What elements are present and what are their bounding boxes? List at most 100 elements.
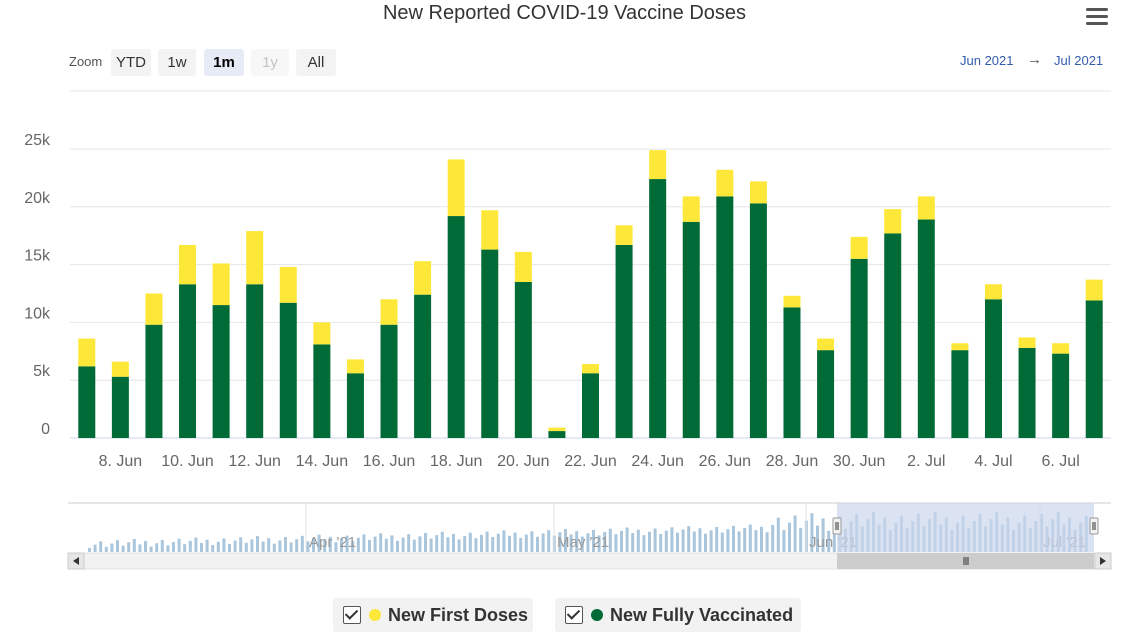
- bar-fully-vaccinated[interactable]: [313, 344, 331, 438]
- bar-first-doses[interactable]: [850, 236, 868, 259]
- bar-first-doses[interactable]: [917, 196, 935, 220]
- navigator-mini-bar: [530, 531, 534, 552]
- bar-fully-vaccinated[interactable]: [78, 366, 96, 438]
- bar-fully-vaccinated[interactable]: [1018, 347, 1036, 438]
- navigator-selection[interactable]: [837, 503, 1094, 552]
- navigator-mini-bar: [692, 531, 696, 552]
- bar-fully-vaccinated[interactable]: [817, 350, 835, 438]
- bar-first-doses[interactable]: [649, 150, 667, 180]
- bar-fully-vaccinated[interactable]: [850, 258, 868, 438]
- bar-first-doses[interactable]: [1052, 343, 1070, 354]
- bar-first-doses[interactable]: [380, 299, 398, 325]
- bar-first-doses[interactable]: [716, 169, 734, 197]
- bar-fully-vaccinated[interactable]: [1052, 353, 1070, 438]
- navigator-handle[interactable]: [832, 517, 842, 535]
- bar-fully-vaccinated[interactable]: [951, 350, 969, 438]
- bar-fully-vaccinated[interactable]: [179, 284, 197, 438]
- bar-fully-vaccinated[interactable]: [414, 294, 432, 438]
- navigator-mini-bar: [480, 534, 483, 552]
- navigator-mini-bar: [832, 523, 836, 552]
- bar-fully-vaccinated[interactable]: [279, 302, 297, 438]
- bar-fully-vaccinated[interactable]: [984, 299, 1002, 438]
- bar-fully-vaccinated[interactable]: [682, 221, 700, 438]
- navigator-mini-bar: [233, 540, 237, 552]
- bar-first-doses[interactable]: [111, 361, 129, 377]
- bar-first-doses[interactable]: [414, 261, 432, 295]
- bar-fully-vaccinated[interactable]: [649, 179, 667, 438]
- zoom-1w-button[interactable]: 1w: [158, 49, 196, 76]
- bar-fully-vaccinated[interactable]: [548, 431, 566, 438]
- navigator-handle[interactable]: [1089, 517, 1099, 535]
- navigator-mini-bar: [592, 529, 595, 552]
- zoom-1y-button[interactable]: 1y: [251, 49, 289, 76]
- bar-series: [78, 150, 1103, 438]
- navigator-mini-bar: [720, 532, 724, 552]
- navigator-mini-bar: [776, 517, 780, 552]
- bar-first-doses[interactable]: [1085, 279, 1103, 301]
- bar-first-doses[interactable]: [984, 284, 1002, 300]
- legend-item-first-doses[interactable]: New First Doses: [333, 598, 533, 632]
- bar-fully-vaccinated[interactable]: [917, 219, 935, 438]
- bar-fully-vaccinated[interactable]: [481, 249, 499, 438]
- x-tick-label: 2. Jul: [907, 453, 945, 470]
- zoom-ytd-button[interactable]: YTD: [111, 49, 151, 76]
- bar-first-doses[interactable]: [817, 338, 835, 351]
- bar-first-doses[interactable]: [783, 295, 801, 308]
- navigator-mini-bar: [435, 535, 439, 552]
- navigator-mini-bar: [446, 537, 450, 552]
- range-from-date[interactable]: Jun 2021: [960, 53, 1014, 68]
- bar-first-doses[interactable]: [951, 343, 969, 351]
- bar-fully-vaccinated[interactable]: [212, 305, 230, 438]
- bar-fully-vaccinated[interactable]: [582, 373, 599, 438]
- x-tick-label: 22. Jun: [564, 453, 616, 470]
- navigator-mini-bar: [121, 545, 125, 552]
- bar-first-doses[interactable]: [615, 225, 633, 245]
- x-tick-label: 12. Jun: [228, 453, 280, 470]
- bar-fully-vaccinated[interactable]: [447, 216, 465, 438]
- bar-fully-vaccinated[interactable]: [716, 196, 734, 438]
- chart-title: New Reported COVID-19 Vaccine Doses: [382, 2, 747, 24]
- bar-first-doses[interactable]: [481, 210, 499, 250]
- bar-first-doses[interactable]: [279, 266, 297, 303]
- bar-first-doses[interactable]: [548, 427, 566, 432]
- bar-fully-vaccinated[interactable]: [783, 307, 801, 438]
- navigator-mini-bar: [368, 539, 371, 552]
- bar-first-doses[interactable]: [447, 159, 465, 217]
- range-to-date[interactable]: Jul 2021: [1054, 53, 1104, 68]
- bar-first-doses[interactable]: [514, 251, 532, 282]
- bar-fully-vaccinated[interactable]: [346, 373, 364, 438]
- navigator-mini-bar: [636, 529, 640, 552]
- bar-first-doses[interactable]: [682, 196, 700, 222]
- bar-fully-vaccinated[interactable]: [380, 324, 398, 438]
- legend-item-fully-vaccinated[interactable]: New Fully Vaccinated: [555, 598, 801, 632]
- bar-fully-vaccinated[interactable]: [1085, 300, 1103, 438]
- bar-first-doses[interactable]: [582, 364, 599, 374]
- bar-first-doses[interactable]: [212, 263, 230, 306]
- bar-first-doses[interactable]: [1018, 337, 1036, 348]
- bar-fully-vaccinated[interactable]: [884, 233, 902, 438]
- zoom-1m-button[interactable]: 1m: [204, 49, 244, 76]
- bar-first-doses[interactable]: [884, 209, 902, 234]
- bar-fully-vaccinated[interactable]: [246, 284, 264, 438]
- bar-fully-vaccinated[interactable]: [514, 281, 532, 438]
- navigator-mini-bar: [536, 536, 539, 552]
- bar-fully-vaccinated[interactable]: [145, 324, 163, 438]
- bar-first-doses[interactable]: [246, 231, 264, 285]
- bar-fully-vaccinated[interactable]: [749, 203, 767, 438]
- y-tick-label: 10k: [24, 305, 51, 322]
- bar-first-doses[interactable]: [313, 322, 331, 345]
- hamburger-menu-icon[interactable]: [1086, 8, 1108, 26]
- bar-fully-vaccinated[interactable]: [615, 244, 633, 438]
- bar-fully-vaccinated[interactable]: [111, 376, 129, 438]
- bar-first-doses[interactable]: [749, 181, 767, 204]
- zoom-all-button[interactable]: All: [296, 49, 336, 76]
- bar-first-doses[interactable]: [145, 293, 163, 325]
- bar-first-doses[interactable]: [78, 338, 96, 367]
- legend-dot-fully-vaccinated: [591, 609, 603, 621]
- bar-first-doses[interactable]: [179, 244, 197, 285]
- navigator-mini-bar: [457, 539, 461, 552]
- navigator-mini-bar: [737, 531, 741, 552]
- navigator-mini-bar: [306, 541, 310, 552]
- bar-first-doses[interactable]: [346, 359, 364, 374]
